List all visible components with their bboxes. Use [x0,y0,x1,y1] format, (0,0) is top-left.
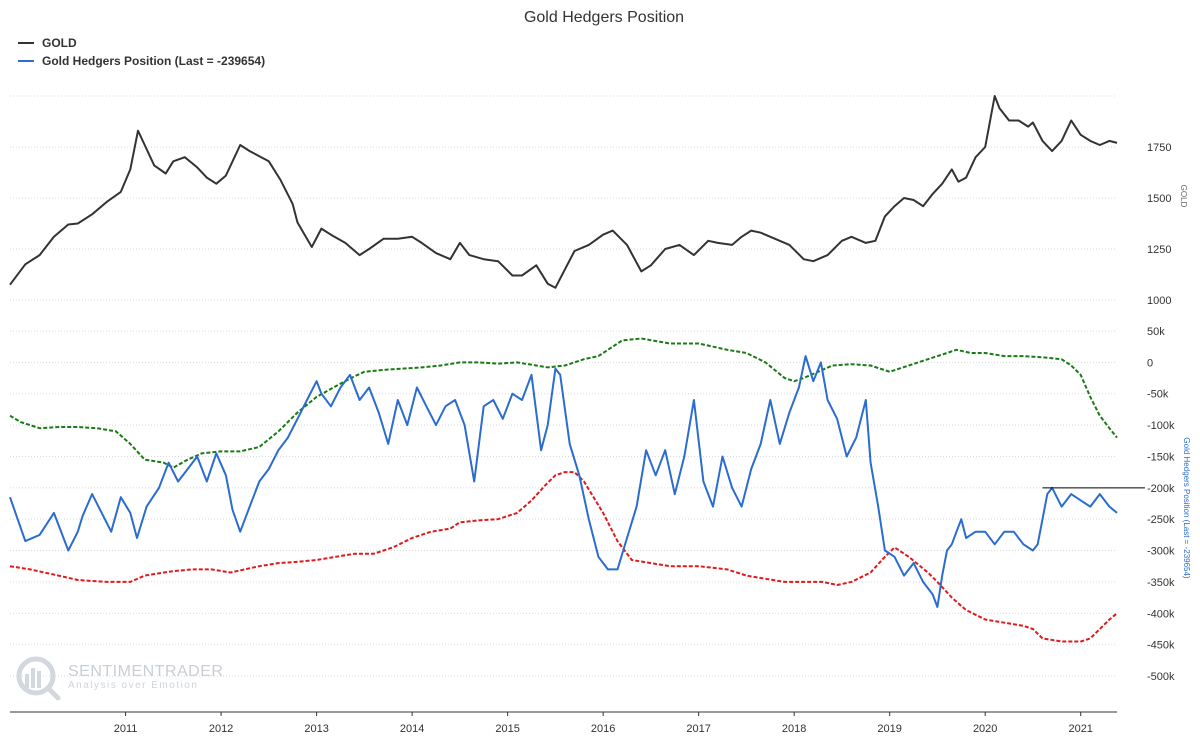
series-line-2 [9,337,1118,469]
x-tick-label: 2020 [973,723,997,735]
x-tick-label: 2015 [495,723,519,735]
hedgers-tick-label: -300k [1147,546,1175,558]
legend-item-gold[interactable]: GOLD [18,36,77,50]
watermark-name: SENTIMENTRADER [68,663,223,680]
series-line-0 [9,95,1118,289]
gold-tick-label: 1000 [1147,295,1171,307]
x-tick-label: 2018 [782,723,806,735]
watermark-logo [16,656,61,701]
x-tick-label: 2013 [304,723,328,735]
hedgers-tick-label: -150k [1147,451,1175,463]
watermark-tagline: Analysis over Emotion [68,680,198,691]
x-tick-label: 2017 [686,723,710,735]
legend-item-hedgers[interactable]: Gold Hedgers Position (Last = -239654) [18,54,265,68]
hedgers-tick-label: -500k [1147,671,1175,683]
hedgers-tick-label: -400k [1147,608,1175,620]
gold-axis-ticks: 1750 1500 1250 1000 [1147,142,1171,307]
hedgers-axis-ticks: 50k 0 -50k -100k -150k -200k -250k -300k -350k -4… [1147,326,1175,683]
hedgers-tick-label: -250k [1147,514,1175,526]
x-tick-label: 2021 [1068,723,1092,735]
x-tick-label: 2014 [400,723,424,735]
series-line-3 [9,471,1118,643]
x-tick-label: 2016 [591,723,615,735]
hedgers-axis-title: Gold Hedgers Position (Last = -239654) [1182,437,1191,579]
hedgers-tick-label: 50k [1147,326,1165,338]
gold-tick-label: 1500 [1147,193,1171,205]
legend-label-gold: GOLD [42,36,77,50]
plot-series [9,95,1118,643]
x-tick-label: 2012 [209,723,233,735]
x-axis-ticks: 2011 2012 2013 2014 2015 2016 2017 2018 2019 2020… [114,712,1093,735]
hedgers-tick-label: -100k [1147,420,1175,432]
watermark: SENTIMENTRADER Analysis over Emotion [16,656,223,701]
hedgers-tick-label: -450k [1147,640,1175,652]
legend[interactable]: GOLD Gold Hedgers Position (Last = -2396… [18,36,265,68]
chart-title: Gold Hedgers Position [524,9,684,26]
gridlines [10,95,1117,677]
hedgers-tick-label: -50k [1147,389,1169,401]
x-tick-label: 2011 [114,723,138,735]
gold-axis-title: GOLD [1179,185,1188,208]
gold-tick-label: 1250 [1147,244,1171,256]
hedgers-tick-label: -200k [1147,483,1175,495]
hedgers-tick-label: -350k [1147,577,1175,589]
legend-label-hedgers: Gold Hedgers Position (Last = -239654) [42,54,265,68]
series-line-1 [9,355,1118,608]
hedgers-tick-label: 0 [1147,357,1153,369]
x-tick-label: 2019 [877,723,901,735]
gold-tick-label: 1750 [1147,142,1171,154]
